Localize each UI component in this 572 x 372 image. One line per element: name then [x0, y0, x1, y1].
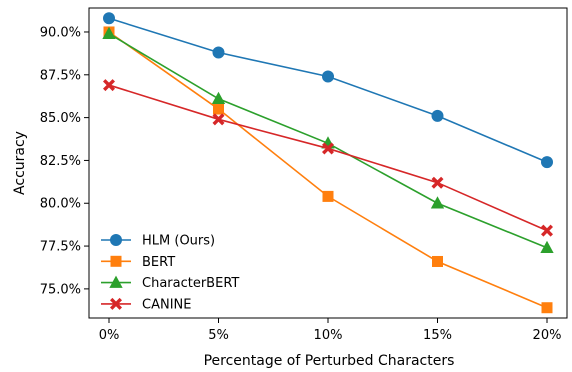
series-line — [109, 85, 547, 231]
data-point — [103, 79, 115, 91]
data-point — [103, 12, 115, 24]
data-point — [542, 302, 553, 313]
legend-item: BERT — [101, 255, 175, 270]
y-tick-label: 82.5% — [40, 154, 81, 169]
y-axis-label: Accuracy — [12, 131, 28, 195]
plot-area — [89, 8, 567, 318]
x-tick-label: 5% — [208, 328, 229, 343]
data-point — [432, 110, 444, 122]
legend-item: CharacterBERT — [101, 276, 239, 292]
data-point — [213, 47, 225, 59]
x-tick-label: 10% — [314, 328, 343, 343]
y-tick-label: 87.5% — [40, 68, 81, 83]
y-axis: 75.0% 77.5% 80.0% 82.5% 85.0% 87.5% 90.0% — [40, 25, 89, 297]
legend-label: CharacterBERT — [142, 276, 239, 291]
legend-item: CANINE — [101, 297, 191, 312]
legend-label: HLM (Ours) — [142, 234, 215, 249]
legend-item: HLM (Ours) — [101, 234, 215, 249]
y-tick-label: 80.0% — [40, 197, 81, 212]
legend-marker — [109, 276, 122, 288]
legend-marker — [110, 234, 122, 246]
legend-marker — [111, 256, 122, 267]
data-point — [213, 104, 224, 115]
x-tick-label: 15% — [423, 328, 452, 343]
series-canine — [103, 79, 553, 237]
data-point — [322, 71, 334, 83]
data-point — [540, 241, 553, 253]
y-tick-label: 90.0% — [40, 25, 81, 40]
data-point — [213, 113, 225, 125]
data-point — [212, 92, 225, 104]
data-point — [431, 196, 444, 208]
legend: HLM (Ours) BERT CharacterBERT CANINE — [101, 234, 239, 313]
x-tick-label: 20% — [533, 328, 562, 343]
x-axis-label: Percentage of Perturbed Characters — [204, 353, 455, 369]
y-tick-label: 85.0% — [40, 111, 81, 126]
series-bert — [104, 26, 553, 313]
data-point — [541, 156, 553, 168]
x-axis: 0% 5% 10% 15% 20% — [99, 318, 562, 343]
data-point — [432, 256, 443, 267]
data-point — [432, 177, 444, 189]
legend-label: CANINE — [142, 297, 191, 312]
y-tick-label: 75.0% — [40, 282, 81, 297]
y-tick-label: 77.5% — [40, 240, 81, 255]
data-point — [541, 225, 553, 237]
series-characterbert — [102, 27, 553, 253]
x-tick-label: 0% — [99, 328, 120, 343]
plot-frame — [89, 8, 567, 318]
data-point — [323, 191, 334, 202]
legend-label: BERT — [142, 255, 175, 270]
